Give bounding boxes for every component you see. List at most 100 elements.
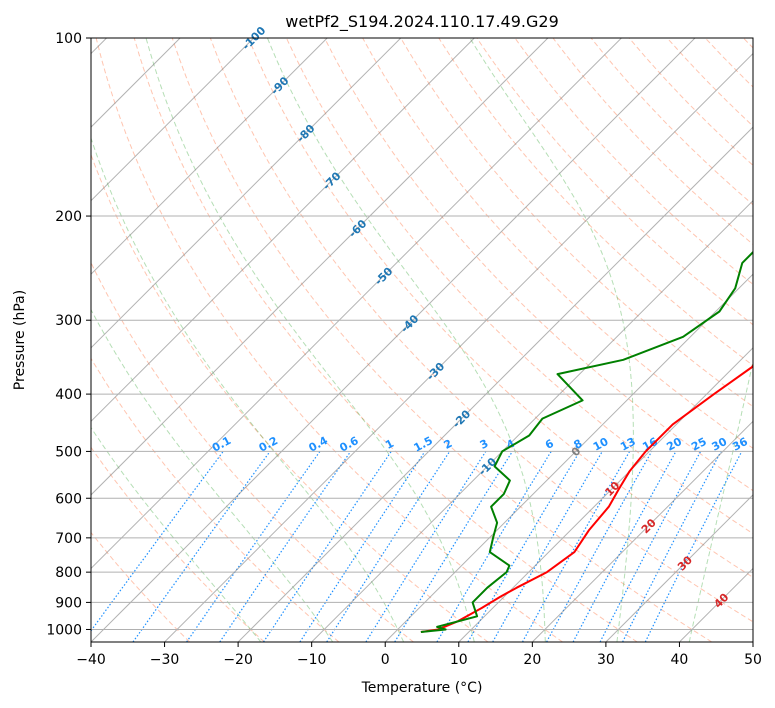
dry-adiabat-line <box>400 38 753 408</box>
skewed-isotherm-line <box>91 38 328 275</box>
reference-lines <box>91 38 753 642</box>
mixing-ratio-line <box>91 451 224 632</box>
dry-adiabat-line <box>628 38 753 166</box>
mixing-ratio-line <box>436 451 552 642</box>
dry-adiabat-line <box>476 38 753 326</box>
y-tick-label: 200 <box>55 209 82 225</box>
x-tick-label: −30 <box>150 652 180 668</box>
profile-lines <box>420 250 753 633</box>
skewed-isotherm-line <box>91 38 696 642</box>
dry-adiabat-line <box>91 446 265 642</box>
dry-adiabat-line <box>666 38 753 127</box>
y-axis-label: Pressure (hPa) <box>12 290 28 390</box>
dry-adiabat-line <box>209 38 753 623</box>
isotherm-label: -30 <box>424 360 447 383</box>
dry-adiabat-line <box>91 153 489 642</box>
mixing-ratio-line <box>132 451 271 642</box>
mixing-ratio-line <box>521 451 631 642</box>
dry-adiabat-line <box>91 261 414 642</box>
chart-title: wetPf2_S194.2024.110.17.49.G29 <box>285 12 559 32</box>
dry-adiabat-line <box>171 38 713 642</box>
moist-adiabat-line <box>266 38 546 642</box>
x-tick-label: 0 <box>381 652 390 668</box>
isotherm-label: -80 <box>294 122 317 145</box>
skewed-isotherm-line <box>237 126 753 642</box>
moist-adiabat-line <box>145 38 475 642</box>
skewed-isotherm-line <box>91 38 475 423</box>
mixing-ratio-label: 20 <box>664 435 684 454</box>
skewed-isotherm-line <box>605 494 753 642</box>
x-tick-label: 50 <box>744 652 762 668</box>
dry-adiabat-line <box>552 38 753 245</box>
moist-adiabat-line <box>91 136 405 642</box>
x-tick-label: 40 <box>671 652 689 668</box>
mixing-ratio-line <box>186 451 321 642</box>
skewed-isotherm-line <box>531 420 753 642</box>
skewed-isotherm-line <box>679 567 753 642</box>
isotherm-label: -50 <box>372 265 395 288</box>
mixing-ratio-line <box>219 451 352 642</box>
skewed-isotherm-line <box>458 347 753 642</box>
skewed-isotherm-line <box>91 38 402 349</box>
skewed-isotherm-line <box>91 38 255 202</box>
mixing-ratio-label: 13 <box>618 435 638 454</box>
mixing-ratio-label: 36 <box>730 435 750 454</box>
dry-adiabat-line <box>91 357 340 642</box>
mixing-ratio-line <box>262 451 392 642</box>
y-tick-label: 400 <box>55 387 82 403</box>
mixing-ratio-line <box>299 451 426 642</box>
x-tick-label: 10 <box>450 652 468 668</box>
grid-lines <box>91 38 753 630</box>
dry-adiabat-line <box>362 38 753 449</box>
mixing-ratio-line <box>546 451 653 642</box>
dry-adiabat-line <box>324 38 753 492</box>
mixing-ratio-label: 30 <box>710 435 730 454</box>
dewpoint-profile-line <box>420 250 753 633</box>
mixing-ratio-label: 6 <box>543 437 556 452</box>
x-tick-label: 30 <box>597 652 615 668</box>
mixing-ratio-line <box>365 451 487 642</box>
dry-adiabat-line <box>133 38 638 642</box>
dry-adiabat-line <box>91 531 191 642</box>
dry-adiabat-line <box>438 38 753 367</box>
skewed-isotherm-line <box>91 38 549 496</box>
mixing-ratio-label: 25 <box>689 435 709 454</box>
y-tick-label: 1000 <box>46 622 82 638</box>
y-axis: 1000 900 800 700 600 500 400 300 200 100 <box>46 31 91 638</box>
skewed-isotherm-line <box>164 52 753 642</box>
dry-adiabat-line <box>704 38 753 88</box>
isotherm-label: -60 <box>346 217 369 240</box>
y-tick-label: 300 <box>55 313 82 329</box>
mixing-ratio-label: 3 <box>478 437 491 452</box>
mixing-ratio-line <box>326 451 451 642</box>
x-tick-label: −20 <box>223 652 253 668</box>
mixing-ratio-label: 16 <box>640 435 660 454</box>
reference-labels: 0.1 0.2 0.4 0.6 1 1.5 2 3 4 6 8 10 13 16 20 25 30 36-100-… <box>210 24 750 611</box>
plot-frame <box>90 37 754 643</box>
x-tick-label: −10 <box>297 652 327 668</box>
moist-adiabat-line <box>91 308 334 642</box>
x-axis-label: Temperature (°C) <box>361 680 483 696</box>
mixing-ratio-label: 2 <box>442 437 455 452</box>
skewed-isotherm-line <box>311 199 753 642</box>
mixing-ratio-line <box>394 451 513 642</box>
mixing-ratio-label: 1 <box>383 437 396 452</box>
mixing-ratio-label: 10 <box>591 435 611 454</box>
temperature-profile-line <box>420 363 753 633</box>
x-axis: −40 −30 −20 −10 0 10 20 30 40 50 <box>76 642 762 668</box>
dry-adiabat-line <box>95 38 563 642</box>
y-tick-label: 500 <box>55 444 82 460</box>
mixing-ratio-line <box>622 451 722 642</box>
y-tick-label: 800 <box>55 565 82 581</box>
x-tick-label: 20 <box>523 652 541 668</box>
dry-adiabat-line <box>590 38 753 206</box>
y-tick-label: 700 <box>55 531 82 547</box>
skewed-isotherm-line <box>384 273 753 642</box>
moist-adiabat-line <box>91 426 262 642</box>
x-tick-label: −40 <box>76 652 106 668</box>
y-tick-label: 600 <box>55 491 82 507</box>
skewed-isotherm-line <box>752 641 753 642</box>
mixing-ratio-line <box>644 451 743 642</box>
moist-adiabat-line <box>469 38 634 642</box>
